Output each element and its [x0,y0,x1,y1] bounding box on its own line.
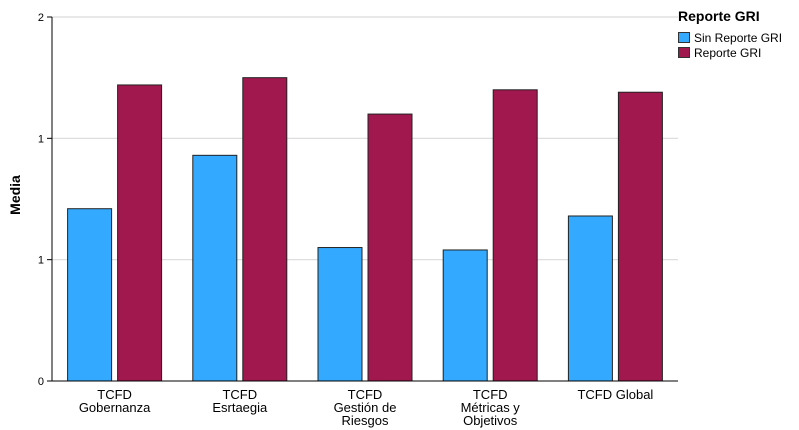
x-tick-label: TCFD Global [577,387,653,402]
x-tick-label: TCFD Métricas y Objetivos [461,387,521,428]
y-tick-labels: 0 1 1 2 [38,12,44,388]
bar-reporte-gri [117,84,163,382]
legend-item-sin-reporte-gri: Sin Reporte GRI [678,30,796,45]
bar-reporte-gri [367,113,413,382]
y-tick-label: 1 [38,133,44,145]
bar-sin-reporte-gri [192,154,238,382]
bar-sin-reporte-gri [567,215,613,382]
y-tick-label: 0 [38,376,44,388]
bar-reporte-gri [617,91,663,382]
bar-sin-reporte-gri [442,249,488,382]
legend-title: Reporte GRI [678,8,760,24]
y-tick-label: 2 [38,12,44,24]
bar-reporte-gri [242,77,288,382]
axes [47,16,678,382]
legend-label: Reporte GRI [694,45,762,60]
legend-item-reporte-gri: Reporte GRI [678,45,796,60]
bar-sin-reporte-gri [67,208,113,382]
legend-swatch [678,32,690,43]
legend: Reporte GRI Sin Reporte GRI Reporte GRI [678,8,796,60]
x-tick-label: TCFD Esrtaegia [212,387,268,415]
y-axis-label: Media [7,175,23,215]
y-tick-label: 1 [38,255,44,267]
x-tick-label: TCFD Gestión de Riesgos [334,387,397,428]
legend-label: Sin Reporte GRI [694,30,783,45]
bar-reporte-gri [492,89,538,382]
bars [67,77,663,382]
x-tick-label: TCFD Gobernanza [79,387,151,415]
x-tick-labels: TCFD Gobernanza TCFD Esrtaegia TCFD Gestión d… [79,387,654,428]
legend-swatch [678,47,690,58]
bar-sin-reporte-gri [317,247,363,382]
